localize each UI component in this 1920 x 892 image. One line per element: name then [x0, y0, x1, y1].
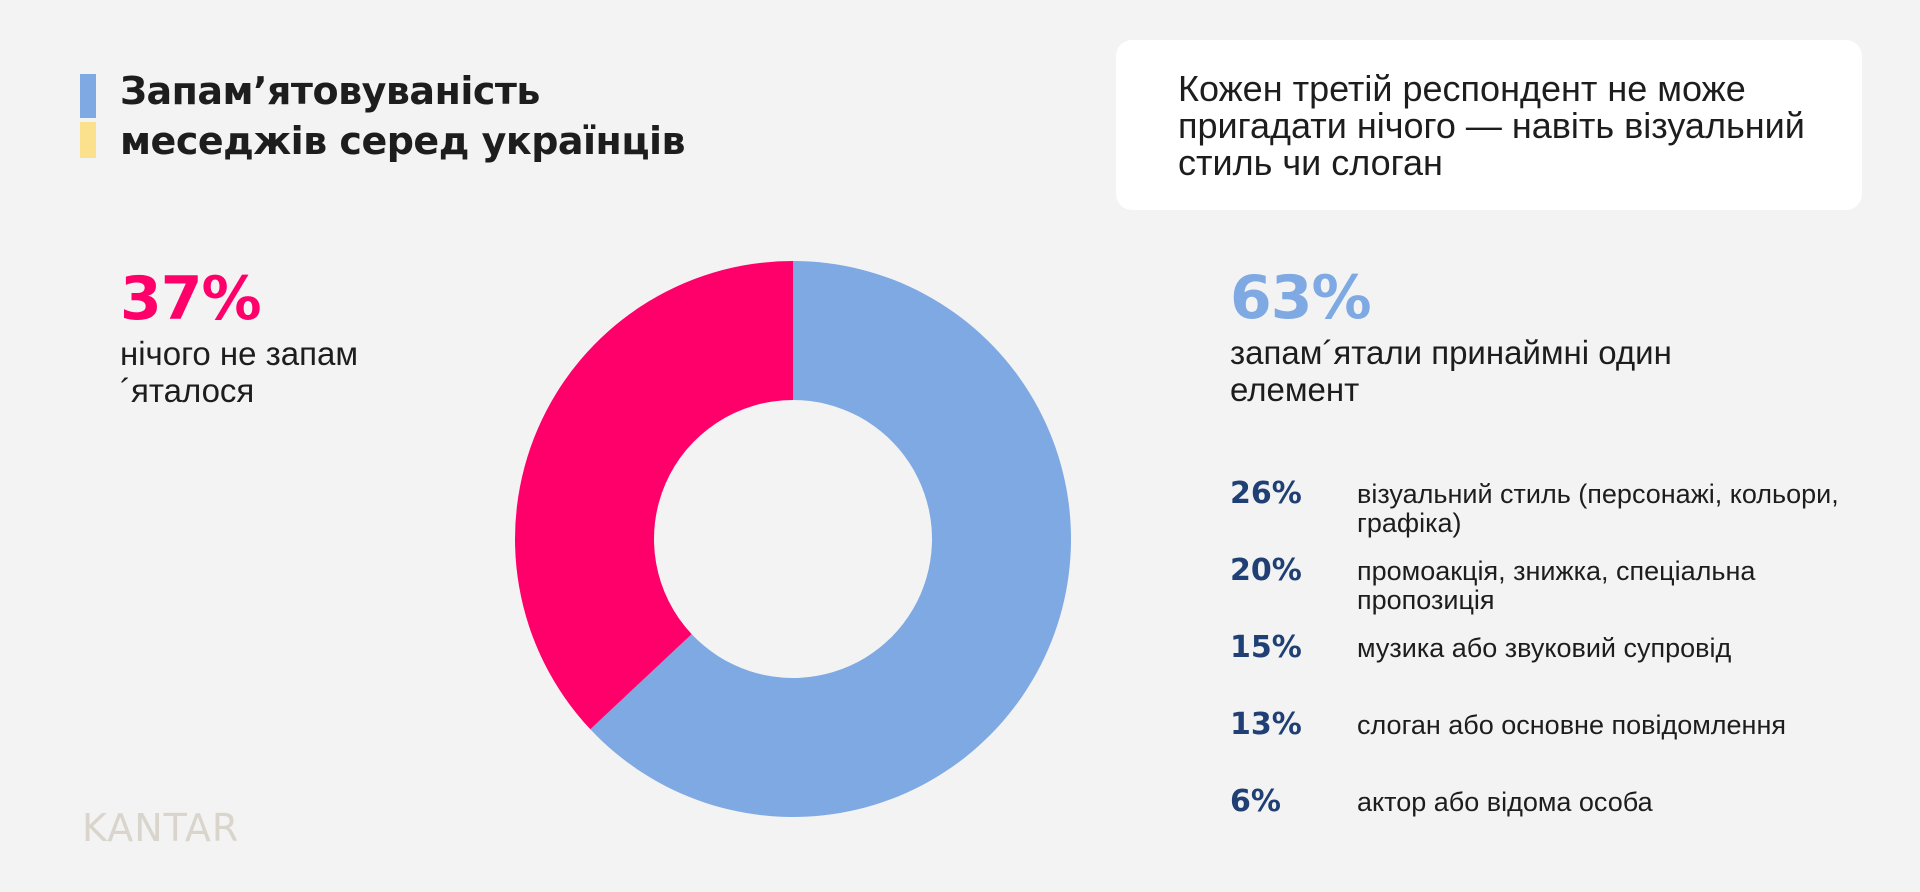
breakdown-percent: 13%: [1230, 707, 1302, 742]
breakdown-label: слоган або основне повідомлення: [1357, 710, 1786, 740]
title-line-1: Запам’ятовуваність: [120, 69, 540, 113]
kantar-logo: KANTAR: [82, 806, 240, 850]
flag-yellow-stripe: [80, 122, 96, 158]
breakdown-label: актор або відома особа: [1357, 787, 1653, 817]
breakdown-label: музика або звуковий супровід: [1357, 633, 1732, 663]
page-title: Запам’ятовуваність меседжів серед україн…: [120, 66, 686, 166]
breakdown-percent: 15%: [1230, 630, 1302, 665]
remembered-label: запам´ятали принаймні один елемент: [1230, 334, 1672, 408]
donut-slice-remembered: [590, 261, 1072, 818]
donut-slice-not-remembered: [515, 261, 793, 730]
remembered-stat: 63% запам´ятали принаймні один елемент: [1230, 264, 1710, 408]
ukraine-flag-bar: [80, 74, 96, 158]
not-remembered-percent: 37%: [120, 264, 262, 334]
not-remembered-label: нічого не запам´яталося: [120, 335, 359, 409]
flag-blue-stripe: [80, 74, 96, 118]
callout-text: Кожен третій респондент не може пригадат…: [1178, 68, 1805, 183]
title-line-2: меседжів серед українців: [120, 119, 686, 163]
breakdown-label: візуальний стиль (персонажі, кольори, гр…: [1357, 479, 1839, 538]
remembered-percent: 63%: [1230, 263, 1372, 333]
not-remembered-stat: 37% нічого не запам´яталося: [120, 265, 420, 409]
breakdown-percent: 20%: [1230, 553, 1302, 588]
breakdown-label: промоакція, знижка, спеціальна пропозиці…: [1357, 556, 1756, 615]
callout-box: Кожен третій респондент не може пригадат…: [1116, 40, 1862, 210]
breakdown-percent: 6%: [1230, 784, 1281, 819]
breakdown-percent: 26%: [1230, 476, 1302, 511]
